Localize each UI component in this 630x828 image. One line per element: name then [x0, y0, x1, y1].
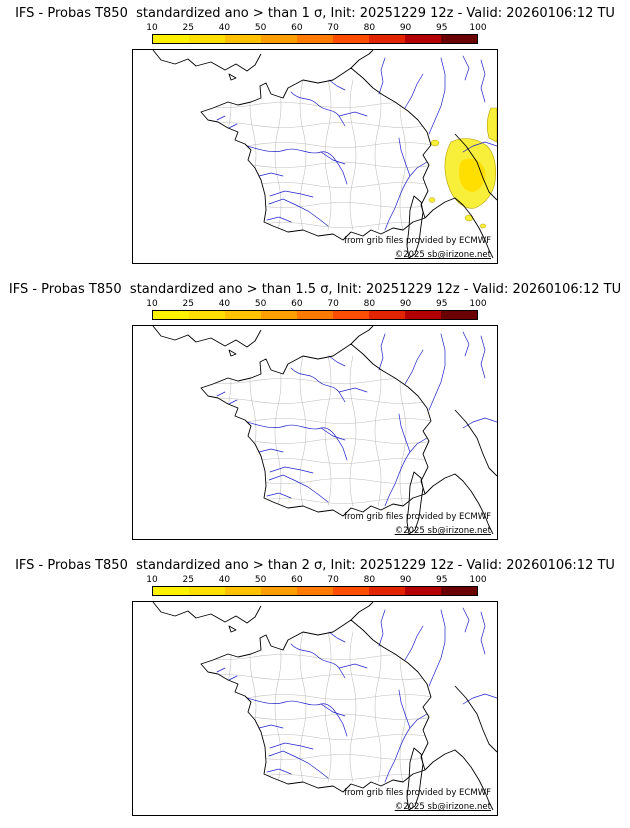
colorbar-tick-label: 40	[218, 299, 231, 309]
colorbar-tick-label: 25	[182, 23, 194, 33]
colorbar-tick-label: 100	[469, 299, 487, 309]
colorbar-segment	[189, 587, 225, 595]
colorbar-segment	[405, 587, 441, 595]
colorbar-tick-label: 40	[218, 23, 231, 33]
colorbar-segment	[261, 311, 297, 319]
copyright-text: ©2025 sb@irizone.net	[394, 250, 491, 260]
copyright-text: ©2025 sb@irizone.net	[394, 526, 491, 536]
colorbar-segment	[369, 35, 405, 43]
colorbar-segment	[153, 587, 189, 595]
basemap-coastlines	[153, 50, 497, 258]
colorbar-segment	[297, 311, 333, 319]
colorbar-segment	[369, 587, 405, 595]
colorbar-tick-labels: 10 25 40 50 60 70 80 90 95 100	[146, 575, 486, 586]
colorbar-tick-labels: 10 25 40 50 60 70 80 90 95 100	[146, 23, 486, 34]
colorbar-segment	[225, 311, 261, 319]
colorbar-tick-label: 25	[182, 299, 194, 309]
colorbar: 10 25 40 50 60 70 80 90 95 100	[146, 23, 487, 44]
colorbar-tick-label: 10	[146, 299, 158, 309]
colorbar-tick-label: 50	[254, 23, 267, 33]
colorbar-segment	[153, 35, 189, 43]
colorbar-tick-label: 90	[399, 299, 412, 309]
basemap-coastlines	[153, 602, 497, 810]
colorbar-tick-label: 10	[146, 575, 158, 585]
colorbar-tick-label: 100	[469, 23, 487, 33]
colorbar-tick-label: 100	[469, 575, 487, 585]
colorbar-tick-label: 10	[146, 23, 158, 33]
colorbar-segment	[297, 35, 333, 43]
panel-title: IFS - Probas T850 standardized ano > tha…	[8, 282, 622, 297]
panel-title: IFS - Probas T850 standardized ano > tha…	[15, 558, 615, 573]
probability-shading	[428, 107, 497, 229]
colorbar-gradient	[152, 586, 478, 596]
colorbar-tick-label: 40	[218, 575, 231, 585]
probability-map: from grib files provided by ECMWF ©2025 …	[132, 49, 498, 264]
basemap-coastlines	[153, 326, 497, 534]
france-map-image	[133, 50, 497, 263]
panel-2sigma: IFS - Probas T850 standardized ano > tha…	[0, 552, 630, 828]
colorbar-tick-label: 70	[327, 575, 339, 585]
colorbar-segment	[405, 311, 441, 319]
colorbar-segment	[405, 35, 441, 43]
probability-map: from grib files provided by ECMWF ©2025 …	[132, 601, 498, 816]
colorbar-tick-label: 60	[291, 23, 303, 33]
colorbar-tick-label: 70	[327, 23, 339, 33]
panel-title: IFS - Probas T850 standardized ano > tha…	[15, 6, 615, 21]
colorbar-segment	[189, 311, 225, 319]
colorbar-tick-labels: 10 25 40 50 60 70 80 90 95 100	[146, 299, 486, 310]
probability-map: from grib files provided by ECMWF ©2025 …	[132, 325, 498, 540]
data-credit: from grib files provided by ECMWF	[344, 236, 491, 246]
colorbar-tick-label: 25	[182, 575, 194, 585]
france-map-image	[133, 602, 497, 815]
colorbar-segment	[225, 35, 261, 43]
colorbar-tick-label: 80	[363, 299, 376, 309]
colorbar-segment	[261, 35, 297, 43]
colorbar-segment	[261, 587, 297, 595]
colorbar-segment	[153, 311, 189, 319]
colorbar-segment	[441, 587, 477, 595]
france-map-image	[133, 326, 497, 539]
colorbar-tick-label: 80	[363, 575, 376, 585]
colorbar-segment	[333, 35, 369, 43]
colorbar: 10 25 40 50 60 70 80 90 95 100	[146, 299, 487, 320]
colorbar-tick-label: 60	[291, 575, 303, 585]
colorbar-segment	[297, 587, 333, 595]
colorbar-segment	[225, 587, 261, 595]
colorbar-tick-label: 95	[436, 23, 448, 33]
colorbar-segment	[333, 311, 369, 319]
colorbar-segment	[441, 311, 477, 319]
colorbar: 10 25 40 50 60 70 80 90 95 100	[146, 575, 487, 596]
panel-1sigma: IFS - Probas T850 standardized ano > tha…	[0, 0, 630, 276]
colorbar-gradient	[152, 34, 478, 44]
colorbar-segment	[369, 311, 405, 319]
colorbar-tick-label: 60	[291, 299, 303, 309]
colorbar-tick-label: 90	[399, 23, 412, 33]
colorbar-segment	[441, 35, 477, 43]
colorbar-tick-label: 70	[327, 299, 339, 309]
colorbar-tick-label: 80	[363, 23, 376, 33]
colorbar-tick-label: 95	[436, 299, 448, 309]
colorbar-gradient	[152, 310, 478, 320]
data-credit: from grib files provided by ECMWF	[344, 788, 491, 798]
colorbar-tick-label: 90	[399, 575, 412, 585]
colorbar-tick-label: 50	[254, 299, 267, 309]
panel-1_5sigma: IFS - Probas T850 standardized ano > tha…	[0, 276, 630, 552]
colorbar-tick-label: 95	[436, 575, 448, 585]
colorbar-segment	[333, 587, 369, 595]
colorbar-segment	[189, 35, 225, 43]
copyright-text: ©2025 sb@irizone.net	[394, 802, 491, 812]
colorbar-tick-label: 50	[254, 575, 267, 585]
data-credit: from grib files provided by ECMWF	[344, 512, 491, 522]
